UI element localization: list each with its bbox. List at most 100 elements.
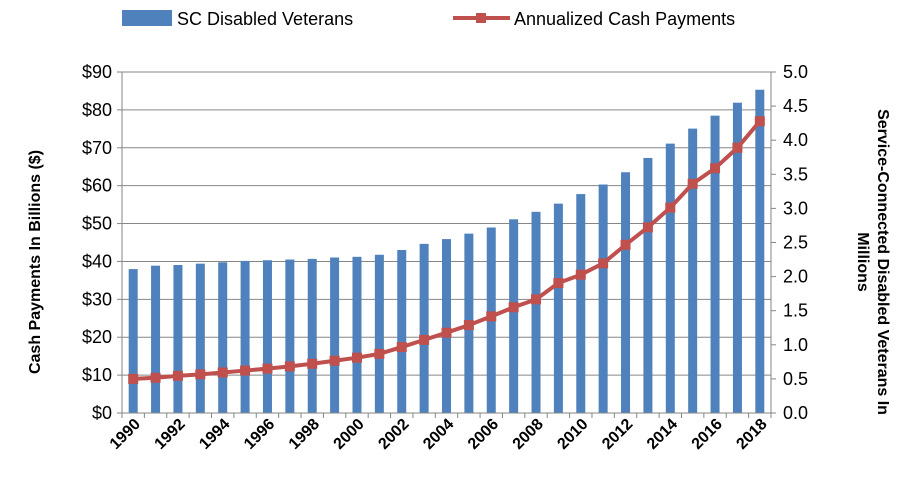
bar (509, 219, 519, 413)
line-point (150, 372, 161, 383)
left-y-tick-label: $10 (82, 365, 112, 385)
legend-label-line: Annualized Cash Payments (514, 9, 735, 29)
x-tick-label: 2018 (733, 416, 770, 453)
line-point (351, 352, 362, 363)
bar (442, 239, 451, 413)
left-y-tick-label: $20 (82, 327, 112, 347)
line-point (240, 365, 251, 376)
bar (755, 89, 765, 414)
bar (419, 243, 429, 413)
legend-swatch-marker (476, 13, 486, 23)
x-tick-label: 2000 (331, 416, 368, 453)
x-tick-label: 1990 (107, 416, 144, 453)
axes (117, 71, 776, 418)
left-y-tick-label: $40 (82, 251, 112, 271)
x-tick-label: 2010 (554, 416, 591, 453)
bar (151, 265, 161, 413)
right-y-tick-label: 4.5 (783, 96, 808, 116)
line-point (732, 142, 743, 153)
bar (128, 269, 138, 413)
left-y-tick-labels: $0 $10 $20 $30 $40 $50 $60 $70 $80 $90 (82, 62, 112, 423)
line-series (128, 116, 765, 384)
bar (173, 265, 183, 413)
x-tick-label: 2014 (644, 416, 681, 453)
legend-swatch-bars (122, 10, 172, 26)
bar (710, 115, 720, 413)
right-y-tick-label: 2.0 (783, 267, 808, 287)
x-tick-label: 2012 (599, 416, 636, 453)
legend: SC Disabled Veterans Annualized Cash Pay… (122, 9, 735, 29)
line-point (172, 370, 183, 381)
x-tick-label: 2016 (689, 416, 726, 453)
bar (218, 262, 228, 413)
x-tick-label: 1992 (152, 416, 189, 453)
line-point (687, 178, 698, 189)
right-axis-title-line1: Service-Connected Disabled Veterans In (874, 109, 891, 415)
bar (262, 260, 272, 413)
right-y-tick-label: 1.0 (783, 335, 808, 355)
line-point (710, 163, 721, 174)
bar (374, 254, 384, 413)
bar (397, 250, 407, 413)
line-point (553, 278, 564, 289)
left-y-tick-label: $0 (92, 403, 112, 423)
left-y-tick-label: $50 (82, 214, 112, 234)
line-point (195, 369, 206, 380)
line-point (329, 355, 340, 366)
bar (665, 143, 675, 414)
line-point (307, 358, 318, 369)
right-y-tick-label: 5.0 (783, 62, 808, 82)
line-point (374, 348, 385, 359)
line-point (575, 269, 586, 280)
bar (621, 172, 631, 413)
line-point (531, 294, 542, 305)
bar (531, 211, 541, 413)
x-tick-label: 2004 (420, 416, 457, 453)
line-point (284, 361, 295, 372)
line-point (463, 320, 474, 331)
x-tick-labels: 1990 1992 1994 1996 1998 2000 2002 2004 2006 2008… (107, 416, 771, 453)
right-y-tick-label: 4.0 (783, 130, 808, 150)
left-y-tick-label: $70 (82, 138, 112, 158)
bar (598, 184, 608, 413)
right-y-tick-label: 1.5 (783, 301, 808, 321)
x-tick-label: 1998 (286, 416, 323, 453)
bar (553, 203, 563, 413)
bar (732, 102, 742, 413)
left-y-tick-label: $60 (82, 176, 112, 196)
bar (330, 257, 340, 413)
line-point (642, 222, 653, 233)
bar (307, 258, 317, 413)
legend-label-bars: SC Disabled Veterans (177, 9, 353, 29)
right-y-tick-label: 0.5 (783, 369, 808, 389)
bar (240, 260, 250, 413)
bar (195, 263, 205, 413)
left-y-tick-label: $80 (82, 100, 112, 120)
bar (688, 128, 698, 413)
bar (643, 157, 653, 413)
line-point (486, 311, 497, 322)
right-y-tick-label: 0.0 (783, 403, 808, 423)
right-y-tick-labels: 0.0 0.5 1.0 1.5 2.0 2.5 3.0 3.5 4.0 4.5 5.0 (783, 62, 808, 423)
line-point (508, 302, 519, 313)
line-point (441, 327, 452, 338)
right-y-tick-label: 3.0 (783, 198, 808, 218)
right-y-tick-label: 2.5 (783, 233, 808, 253)
line-point (620, 239, 631, 250)
line-point (598, 258, 609, 269)
bar-series (128, 89, 765, 414)
right-y-tick-label: 3.5 (783, 164, 808, 184)
line-point (128, 373, 139, 384)
x-tick-label: 1994 (196, 416, 233, 453)
line-point (217, 367, 228, 378)
x-tick-label: 2006 (465, 416, 502, 453)
left-axis-title: Cash Payments In Billions ($) (27, 150, 44, 374)
x-tick-label: 2008 (510, 416, 547, 453)
bar (352, 256, 362, 413)
right-axis-title-line2: Millions (854, 232, 871, 292)
line-point (665, 202, 676, 213)
line-point (262, 363, 273, 374)
bar (285, 259, 295, 413)
left-y-tick-label: $30 (82, 289, 112, 309)
